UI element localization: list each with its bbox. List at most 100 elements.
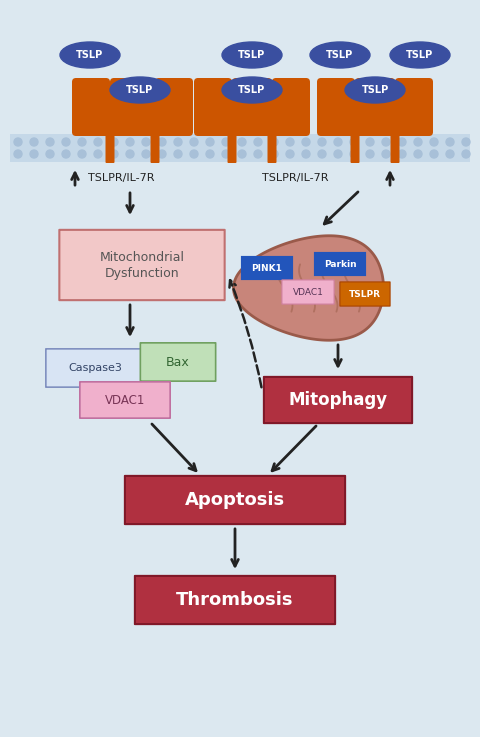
FancyBboxPatch shape: [395, 78, 433, 136]
Text: Apoptosis: Apoptosis: [185, 491, 285, 509]
Circle shape: [430, 150, 438, 158]
FancyBboxPatch shape: [60, 230, 225, 300]
Circle shape: [414, 150, 422, 158]
FancyBboxPatch shape: [135, 576, 335, 624]
Text: Caspase3: Caspase3: [68, 363, 122, 373]
Circle shape: [14, 138, 22, 146]
Text: TSLP: TSLP: [326, 50, 354, 60]
FancyBboxPatch shape: [234, 78, 272, 136]
Text: TSLPR/IL-7R: TSLPR/IL-7R: [88, 173, 155, 183]
FancyBboxPatch shape: [350, 121, 360, 163]
FancyBboxPatch shape: [46, 349, 144, 387]
Circle shape: [302, 138, 310, 146]
FancyBboxPatch shape: [232, 78, 270, 136]
FancyBboxPatch shape: [241, 256, 293, 280]
Text: TSLP: TSLP: [76, 50, 104, 60]
FancyBboxPatch shape: [117, 78, 155, 136]
Text: Thrombosis: Thrombosis: [176, 591, 294, 609]
Circle shape: [398, 150, 406, 158]
Circle shape: [94, 150, 102, 158]
Circle shape: [78, 150, 86, 158]
Text: Mitophagy: Mitophagy: [288, 391, 387, 409]
Circle shape: [78, 138, 86, 146]
Circle shape: [14, 150, 22, 158]
Circle shape: [318, 150, 326, 158]
Text: Parkin: Parkin: [324, 259, 356, 268]
FancyBboxPatch shape: [80, 382, 170, 418]
Circle shape: [446, 150, 454, 158]
Circle shape: [286, 150, 294, 158]
FancyBboxPatch shape: [355, 78, 393, 136]
Circle shape: [398, 138, 406, 146]
Circle shape: [254, 138, 262, 146]
Circle shape: [462, 150, 470, 158]
FancyBboxPatch shape: [314, 252, 366, 276]
Circle shape: [158, 150, 166, 158]
Text: VDAC1: VDAC1: [105, 394, 145, 407]
FancyBboxPatch shape: [357, 78, 395, 136]
Circle shape: [126, 150, 134, 158]
Bar: [10, 134, 470, 162]
Circle shape: [414, 138, 422, 146]
FancyBboxPatch shape: [151, 121, 159, 163]
Circle shape: [30, 150, 38, 158]
Circle shape: [366, 138, 374, 146]
Circle shape: [30, 138, 38, 146]
Text: TSLPR: TSLPR: [349, 290, 381, 298]
FancyBboxPatch shape: [317, 78, 355, 136]
Circle shape: [94, 138, 102, 146]
Circle shape: [430, 138, 438, 146]
FancyBboxPatch shape: [340, 282, 390, 306]
Ellipse shape: [310, 42, 370, 68]
Ellipse shape: [222, 42, 282, 68]
Circle shape: [174, 138, 182, 146]
Text: Bax: Bax: [166, 355, 190, 368]
Ellipse shape: [60, 42, 120, 68]
Polygon shape: [233, 236, 384, 340]
Circle shape: [206, 138, 214, 146]
Circle shape: [366, 150, 374, 158]
Circle shape: [238, 150, 246, 158]
Circle shape: [190, 138, 198, 146]
FancyBboxPatch shape: [228, 121, 237, 163]
Circle shape: [334, 150, 342, 158]
Ellipse shape: [390, 42, 450, 68]
Ellipse shape: [222, 77, 282, 103]
Circle shape: [350, 150, 358, 158]
FancyBboxPatch shape: [140, 343, 216, 381]
Circle shape: [110, 150, 118, 158]
FancyBboxPatch shape: [264, 377, 412, 423]
Circle shape: [126, 138, 134, 146]
Circle shape: [302, 150, 310, 158]
Circle shape: [190, 150, 198, 158]
FancyBboxPatch shape: [267, 121, 276, 163]
Circle shape: [46, 150, 54, 158]
Text: VDAC1: VDAC1: [293, 287, 324, 296]
FancyBboxPatch shape: [72, 78, 110, 136]
Text: TSLP: TSLP: [126, 85, 154, 95]
Circle shape: [174, 150, 182, 158]
Circle shape: [254, 150, 262, 158]
Circle shape: [238, 138, 246, 146]
Text: TSLP: TSLP: [361, 85, 389, 95]
Text: Mitochondrial
Dysfunction: Mitochondrial Dysfunction: [99, 251, 184, 279]
FancyBboxPatch shape: [391, 121, 399, 163]
Circle shape: [222, 138, 230, 146]
Text: TSLP: TSLP: [239, 50, 265, 60]
Circle shape: [62, 150, 70, 158]
Circle shape: [270, 138, 278, 146]
Text: TSLP: TSLP: [407, 50, 433, 60]
Circle shape: [222, 150, 230, 158]
FancyBboxPatch shape: [110, 78, 148, 136]
FancyBboxPatch shape: [194, 78, 232, 136]
Circle shape: [286, 138, 294, 146]
FancyBboxPatch shape: [272, 78, 310, 136]
Ellipse shape: [345, 77, 405, 103]
Circle shape: [350, 138, 358, 146]
Circle shape: [462, 138, 470, 146]
Circle shape: [270, 150, 278, 158]
Circle shape: [158, 138, 166, 146]
Circle shape: [382, 150, 390, 158]
Text: TSLPR/IL-7R: TSLPR/IL-7R: [262, 173, 328, 183]
Circle shape: [142, 138, 150, 146]
